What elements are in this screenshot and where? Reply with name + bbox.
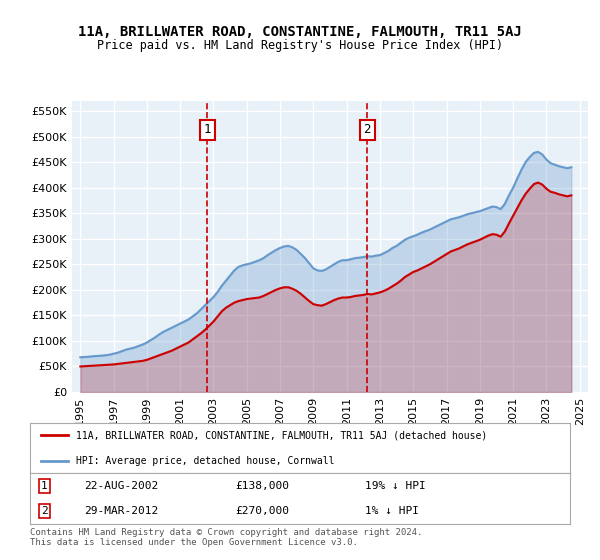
Text: Price paid vs. HM Land Registry's House Price Index (HPI): Price paid vs. HM Land Registry's House … [97, 39, 503, 52]
Text: 1: 1 [41, 481, 47, 491]
Text: 11A, BRILLWATER ROAD, CONSTANTINE, FALMOUTH, TR11 5AJ: 11A, BRILLWATER ROAD, CONSTANTINE, FALMO… [78, 25, 522, 39]
Text: 11A, BRILLWATER ROAD, CONSTANTINE, FALMOUTH, TR11 5AJ (detached house): 11A, BRILLWATER ROAD, CONSTANTINE, FALMO… [76, 431, 487, 440]
Text: 29-MAR-2012: 29-MAR-2012 [84, 506, 158, 516]
Text: 1: 1 [204, 123, 211, 137]
Text: £270,000: £270,000 [235, 506, 289, 516]
Text: 22-AUG-2002: 22-AUG-2002 [84, 481, 158, 491]
Text: HPI: Average price, detached house, Cornwall: HPI: Average price, detached house, Corn… [76, 456, 334, 465]
Text: 2: 2 [41, 506, 47, 516]
Text: 2: 2 [364, 123, 371, 137]
Text: Contains HM Land Registry data © Crown copyright and database right 2024.
This d: Contains HM Land Registry data © Crown c… [30, 528, 422, 547]
Text: £138,000: £138,000 [235, 481, 289, 491]
Text: 19% ↓ HPI: 19% ↓ HPI [365, 481, 425, 491]
Text: 1% ↓ HPI: 1% ↓ HPI [365, 506, 419, 516]
